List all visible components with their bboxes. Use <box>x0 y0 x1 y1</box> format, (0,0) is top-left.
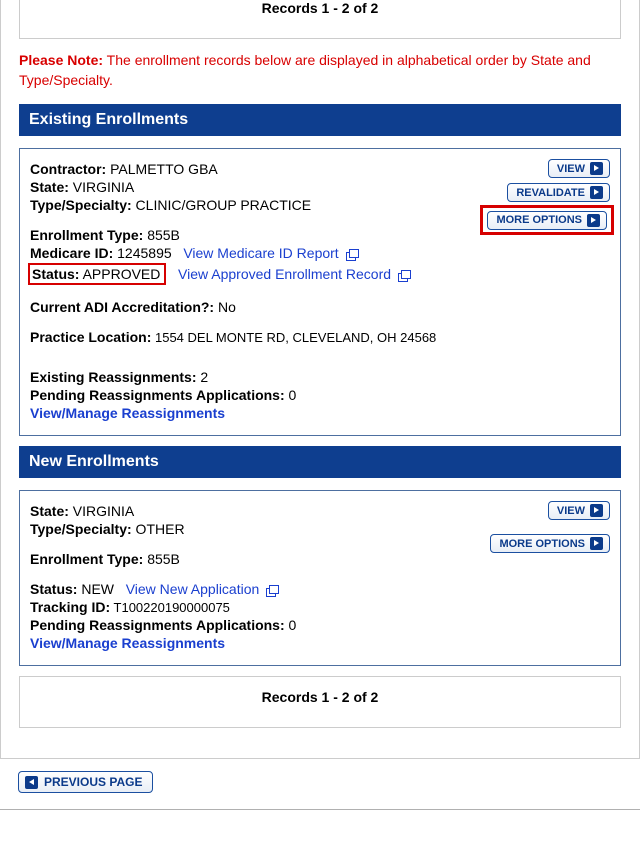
medicare-id-row: Medicare ID: 1245895 View Medicare ID Re… <box>30 245 610 261</box>
records-count-top: Records 1 - 2 of 2 <box>19 0 621 39</box>
practice-location-row: Practice Location: 1554 DEL MONTE RD, CL… <box>30 329 610 345</box>
arrow-right-icon <box>590 504 603 517</box>
pending-row: Pending Reassignments Applications: 0 <box>30 387 610 403</box>
tracking-row: Tracking ID: T100220190000075 <box>30 599 610 615</box>
view-new-application-link[interactable]: View New Application <box>126 581 260 597</box>
existing-enrollments-header: Existing Enrollments <box>19 104 621 136</box>
pending-row: Pending Reassignments Applications: 0 <box>30 617 610 633</box>
footer-row: PREVIOUS PAGE <box>0 759 640 799</box>
view-approved-link[interactable]: View Approved Enrollment Record <box>178 266 391 282</box>
existing-reassignments-row: Existing Reassignments: 2 <box>30 369 610 385</box>
view-manage-reassignments-link[interactable]: View/Manage Reassignments <box>30 635 225 651</box>
records-bottom-text: Records 1 - 2 of 2 <box>262 689 379 705</box>
status-highlight: Status: APPROVED <box>28 263 166 285</box>
view-button[interactable]: VIEW <box>548 501 610 520</box>
arrow-right-icon <box>587 214 600 227</box>
arrow-right-icon <box>590 162 603 175</box>
previous-page-button[interactable]: PREVIOUS PAGE <box>18 771 153 793</box>
adi-row: Current ADI Accreditation?: No <box>30 299 610 315</box>
more-options-highlight: MORE OPTIONS <box>480 205 614 235</box>
divider <box>0 809 640 810</box>
more-options-button[interactable]: MORE OPTIONS <box>487 211 607 230</box>
note-label: Please Note: <box>19 52 103 68</box>
view-medicare-id-link[interactable]: View Medicare ID Report <box>183 245 338 261</box>
popup-icon <box>266 585 278 596</box>
view-manage-reassignments-link[interactable]: View/Manage Reassignments <box>30 405 225 421</box>
arrow-right-icon <box>590 537 603 550</box>
new-enrollments-header: New Enrollments <box>19 446 621 478</box>
status-row: Status: NEW View New Application <box>30 581 610 597</box>
records-count-bottom: Records 1 - 2 of 2 <box>19 676 621 728</box>
manage-link-row: View/Manage Reassignments <box>30 405 610 421</box>
new-enrollment-card: VIEW MORE OPTIONS State: VIRGINIA Type/S… <box>19 490 621 666</box>
enroll-type-row: Enrollment Type: 855B <box>30 551 610 567</box>
status-row: Status: APPROVED View Approved Enrollmen… <box>30 263 610 285</box>
arrow-right-icon <box>590 186 603 199</box>
new-buttons: VIEW MORE OPTIONS <box>490 501 610 553</box>
main-panel: Records 1 - 2 of 2 Please Note: The enro… <box>0 0 640 759</box>
records-top-text: Records 1 - 2 of 2 <box>262 0 379 16</box>
arrow-left-icon <box>25 776 38 789</box>
popup-icon <box>398 270 410 281</box>
view-button[interactable]: VIEW <box>548 159 610 178</box>
note-text: The enrollment records below are display… <box>19 52 591 88</box>
note: Please Note: The enrollment records belo… <box>19 51 621 90</box>
popup-icon <box>346 249 358 260</box>
existing-buttons: VIEW REVALIDATE MORE OPTIONS <box>484 159 610 233</box>
more-options-button[interactable]: MORE OPTIONS <box>490 534 610 553</box>
revalidate-button[interactable]: REVALIDATE <box>507 183 610 202</box>
manage-link-row: View/Manage Reassignments <box>30 635 610 651</box>
existing-enrollment-card: VIEW REVALIDATE MORE OPTIONS Contractor:… <box>19 148 621 436</box>
